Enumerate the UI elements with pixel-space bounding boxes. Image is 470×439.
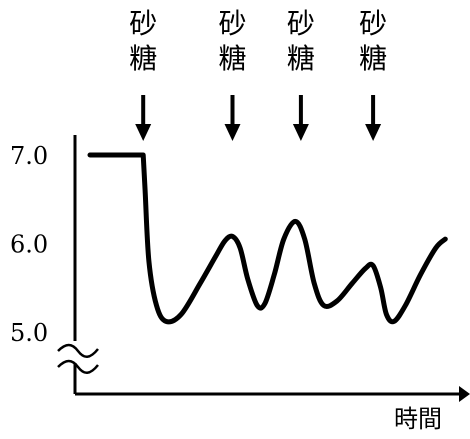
arrow-down-head <box>224 124 241 141</box>
annotation-label-top: 砂 <box>218 7 246 40</box>
annotation-label-top: 砂 <box>129 7 157 40</box>
axis-break-marker <box>57 343 99 374</box>
annotation-label-bottom: 糖 <box>129 42 157 75</box>
axis-break-line-2 <box>57 359 99 374</box>
x-axis-arrowhead <box>459 386 470 402</box>
sugar-annotation: 砂糖 <box>218 7 247 141</box>
arrow-down-head <box>135 124 152 141</box>
y-tick-label: 6.0 <box>10 231 48 259</box>
axis-break-line-1 <box>57 343 99 358</box>
sugar-annotation: 砂糖 <box>359 7 387 141</box>
arrow-down-head <box>292 124 309 141</box>
annotation-label-top: 砂 <box>287 7 315 40</box>
sugar-annotation: 砂糖 <box>129 7 157 141</box>
annotation-label-bottom: 糖 <box>287 42 315 75</box>
ph-series-line <box>87 152 448 325</box>
y-tick-labels: 7.0 6.0 5.0 <box>10 142 48 347</box>
arrow-down-head <box>365 124 382 141</box>
annotation-label-bottom: 糖 <box>218 42 246 75</box>
x-axis-label: 時間 <box>394 405 442 433</box>
sugar-annotation: 砂糖 <box>287 7 315 141</box>
annotation-label-bottom: 糖 <box>359 42 387 75</box>
y-tick-label: 5.0 <box>10 319 48 347</box>
y-tick-label: 7.0 <box>10 142 48 170</box>
annotation-label-top: 砂 <box>359 7 387 40</box>
